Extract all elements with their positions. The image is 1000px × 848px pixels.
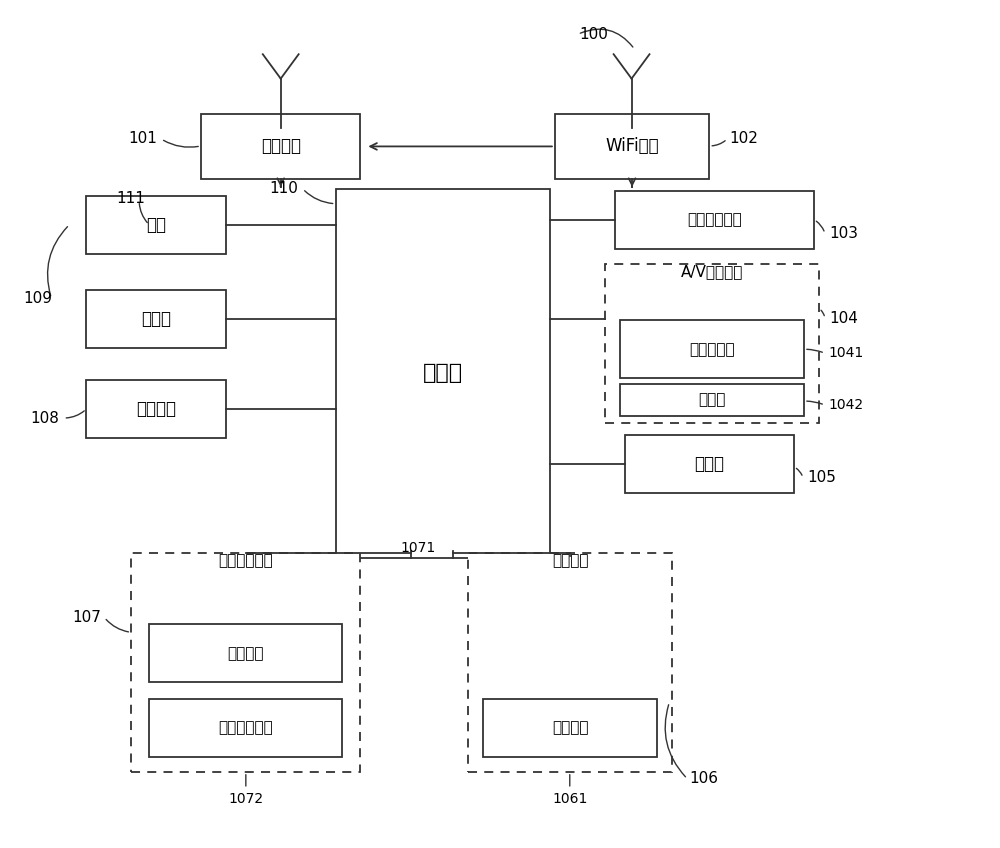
Text: 图形处理器: 图形处理器: [689, 342, 735, 357]
Text: 1072: 1072: [228, 792, 263, 806]
Text: 电源: 电源: [146, 215, 166, 234]
Text: 用户输入单元: 用户输入单元: [218, 553, 273, 568]
Text: 103: 103: [829, 226, 858, 241]
Bar: [86, 380, 226, 438]
Bar: [483, 699, 657, 757]
Text: 1042: 1042: [829, 398, 864, 412]
Text: 1061: 1061: [552, 792, 587, 806]
Text: 1071: 1071: [400, 540, 436, 555]
Bar: [131, 553, 360, 772]
Bar: [201, 114, 360, 179]
Text: 105: 105: [807, 471, 836, 485]
Text: 101: 101: [128, 131, 157, 147]
Text: 110: 110: [270, 181, 299, 196]
Text: 100: 100: [580, 27, 609, 42]
Text: 其他输入设备: 其他输入设备: [218, 721, 273, 735]
Bar: [336, 189, 550, 558]
Text: 1041: 1041: [829, 346, 864, 360]
Text: 109: 109: [24, 291, 53, 306]
Bar: [555, 114, 709, 179]
Text: 音频输出单元: 音频输出单元: [687, 212, 742, 227]
Bar: [468, 553, 672, 772]
Bar: [620, 321, 804, 378]
Text: 存储器: 存储器: [141, 310, 171, 328]
Text: 接口单元: 接口单元: [136, 400, 176, 418]
Text: 107: 107: [72, 610, 101, 625]
Text: WiFi模块: WiFi模块: [605, 137, 659, 155]
Bar: [615, 191, 814, 248]
Bar: [86, 290, 226, 349]
Bar: [620, 384, 804, 416]
Text: 108: 108: [31, 410, 59, 426]
Text: 102: 102: [729, 131, 758, 147]
Text: 传感器: 传感器: [694, 455, 724, 473]
Text: 射频单元: 射频单元: [261, 137, 301, 155]
Text: 106: 106: [689, 772, 718, 786]
Bar: [149, 699, 342, 757]
Text: 触控面板: 触控面板: [227, 645, 264, 661]
Text: 显示面板: 显示面板: [552, 721, 589, 735]
Bar: [149, 624, 342, 682]
Text: A/V输入单元: A/V输入单元: [681, 264, 743, 279]
Text: 麦克风: 麦克风: [698, 393, 725, 408]
Bar: [625, 435, 794, 493]
Bar: [605, 264, 819, 423]
Text: 111: 111: [116, 192, 145, 206]
Text: 显示单元: 显示单元: [552, 553, 589, 568]
Text: 104: 104: [829, 311, 858, 326]
Bar: [86, 196, 226, 254]
Text: 处理器: 处理器: [423, 363, 463, 383]
